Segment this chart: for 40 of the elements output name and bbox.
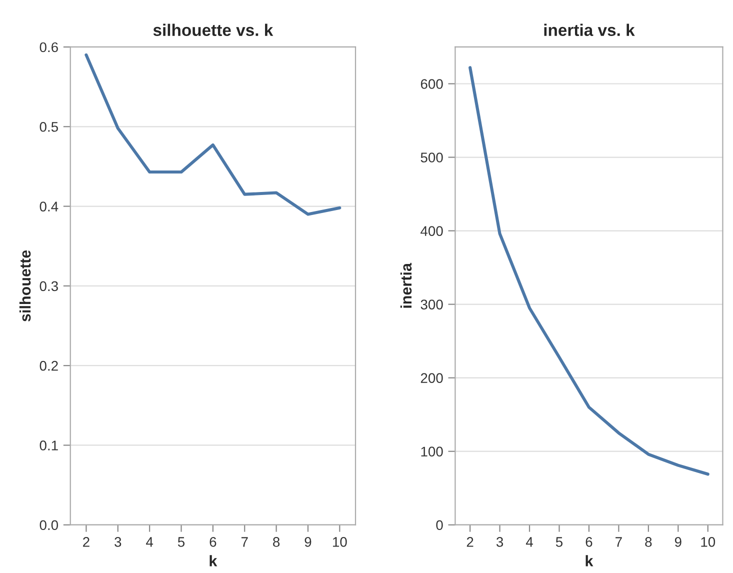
x-tick-label: 5: [178, 537, 185, 547]
x-tick-label: 7: [616, 537, 622, 547]
y-tick-label: 0.5: [40, 122, 58, 132]
y-tick-label: 0.2: [40, 360, 58, 371]
y-axis-title: silhouette: [19, 250, 31, 322]
y-tick-label: 0.0: [40, 520, 58, 530]
line-series: [468, 66, 710, 476]
y-tick-label: 300: [420, 300, 443, 310]
x-axis-title: k: [210, 555, 218, 566]
x-tick-label: 6: [586, 537, 592, 547]
chart-title: silhouette vs. k: [153, 24, 274, 36]
line-series: [84, 53, 342, 216]
x-tick-label: 2: [466, 537, 474, 547]
y-tick-label: 500: [420, 152, 443, 162]
x-tick-label: 9: [304, 537, 312, 547]
y-tick-label: 0: [436, 520, 443, 530]
y-tick-label: 0.4: [40, 202, 58, 212]
x-tick-label: 5: [556, 537, 563, 547]
y-tick-label: 0.3: [40, 281, 58, 292]
y-tick-label: 0.1: [40, 440, 58, 450]
x-tick-label: 10: [701, 537, 716, 547]
x-tick-label: 6: [210, 537, 216, 547]
y-tick-label: 200: [420, 373, 443, 383]
x-tick-label: 8: [273, 537, 280, 547]
y-tick-label: 100: [421, 446, 443, 457]
chart-title: inertia vs. k: [544, 24, 635, 36]
y-tick-label: 400: [420, 226, 443, 236]
y-tick-label: 0.6: [40, 42, 58, 52]
y-axis-title: inertia: [400, 262, 412, 308]
x-axis-title: k: [586, 555, 594, 566]
x-tick-label: 2: [83, 537, 90, 547]
y-tick-label: 600: [420, 79, 443, 89]
x-tick-label: 9: [674, 537, 682, 547]
x-tick-label: 4: [526, 537, 533, 547]
x-tick-label: 4: [146, 537, 154, 547]
x-tick-label: 8: [645, 537, 652, 547]
x-tick-label: 10: [333, 537, 347, 547]
x-tick-label: 3: [114, 537, 122, 547]
x-tick-label: 3: [496, 537, 504, 547]
x-tick-label: 7: [241, 537, 248, 547]
